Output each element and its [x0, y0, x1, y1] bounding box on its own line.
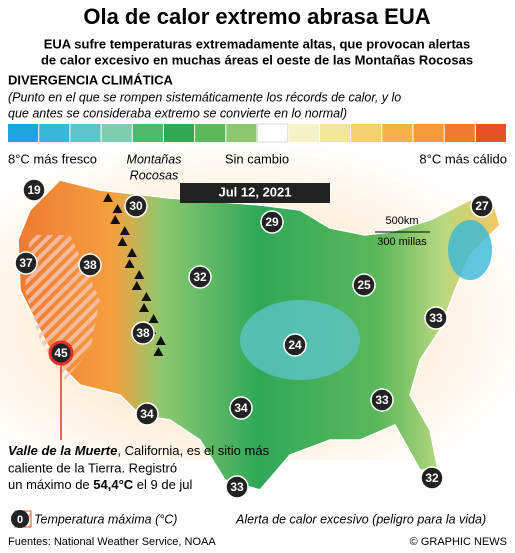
- legend-note: (Punto en el que se rompen sistemáticame…: [8, 90, 401, 104]
- scale-swatch: [8, 124, 39, 142]
- scale-swatch: [475, 124, 506, 142]
- temp-circle: [14, 251, 38, 275]
- scale-swatch: [382, 124, 413, 142]
- scale-swatch: [39, 124, 70, 142]
- temp-circle: [124, 194, 148, 218]
- cool-area: [448, 220, 492, 280]
- temp-circle: [260, 210, 284, 234]
- temp-label: 37: [19, 256, 33, 270]
- temp-label: 33: [429, 311, 443, 325]
- texts: Ola de calor extremo abrasa EUA EUA sufr…: [8, 4, 507, 548]
- temp-circle: [225, 475, 249, 499]
- temp-label: 29: [265, 215, 279, 229]
- mountain: [110, 215, 121, 224]
- scale-label: Sin cambio: [225, 151, 289, 166]
- subtitle: de calor excesivo en muchas áreas el oes…: [41, 52, 473, 67]
- temp-circle: [424, 306, 448, 330]
- callout-text: caliente de la Tierra. Registró: [8, 460, 177, 475]
- sources: Fuentes: National Weather Service, NOAA: [8, 536, 216, 548]
- scale-km: 500km: [385, 215, 418, 227]
- mountain: [139, 303, 149, 312]
- scale-label: 8°C más cálido: [419, 151, 507, 166]
- temp-label: 38: [83, 258, 97, 272]
- temp-label: 24: [288, 338, 302, 352]
- title: Ola de calor extremo abrasa EUA: [83, 4, 430, 29]
- temp-label: 27: [475, 199, 489, 213]
- callout: Valle de la Muerte, California, es el si…: [8, 443, 270, 458]
- temp-circle: [420, 466, 444, 490]
- temp-label: 33: [230, 480, 244, 494]
- temp-circle: [22, 178, 46, 202]
- scale-swatch: [444, 124, 475, 142]
- scale-miles: 300 millas: [377, 236, 427, 248]
- temp-circle: [135, 402, 159, 426]
- mountain: [148, 314, 159, 323]
- callout-value: 54,4°C: [93, 477, 134, 492]
- temp-label: 32: [425, 471, 439, 485]
- mountains-label: Rocosas: [130, 168, 179, 182]
- temp-circle: [283, 333, 307, 357]
- temp-circle: [131, 321, 155, 345]
- key-alert: Alerta de calor excesivo (peligro para l…: [235, 512, 486, 526]
- mountain: [155, 336, 166, 345]
- mountain: [134, 270, 145, 279]
- temp-circle: [11, 510, 29, 528]
- key-temperature: Temperatura máxima (°C): [34, 512, 177, 526]
- scale-swatch: [101, 124, 132, 142]
- scale-swatch: [413, 124, 444, 142]
- temp-circle: [352, 273, 376, 297]
- date: Jul 12, 2021: [219, 184, 292, 199]
- scale-swatch: [319, 124, 351, 142]
- temp-circle: [78, 253, 102, 277]
- temp-label: 45: [54, 346, 68, 360]
- scale-swatch: [195, 124, 226, 142]
- scale-swatch: [163, 124, 195, 142]
- temp-label: 19: [27, 183, 41, 197]
- temp-label: 33: [375, 393, 389, 407]
- mountain: [153, 347, 164, 356]
- scale-swatch: [257, 123, 289, 143]
- callout-place: Valle de la Muerte: [8, 443, 117, 458]
- scale-swatch: [226, 124, 257, 142]
- scale-swatch: [132, 124, 163, 142]
- mountain: [112, 204, 123, 213]
- temp-circle: [188, 265, 212, 289]
- temp-label: 34: [140, 407, 154, 421]
- temp-circle: [370, 388, 394, 412]
- mountain: [119, 226, 130, 235]
- temp-label: 30: [129, 199, 143, 213]
- temp-circle: [229, 396, 253, 420]
- scale-swatch: [288, 124, 319, 142]
- subtitle: EUA sufre temperaturas extremadamente al…: [44, 36, 471, 51]
- mountain: [117, 237, 128, 246]
- mountain: [141, 292, 152, 301]
- mountain: [131, 281, 142, 290]
- mountain: [127, 248, 137, 257]
- temp-circle: [470, 194, 494, 218]
- temp-label: 25: [357, 278, 371, 292]
- callout-text: el 9 de jul: [133, 477, 192, 492]
- scale-swatch: [351, 124, 382, 142]
- key-example: 0: [17, 514, 23, 526]
- date-box: [180, 183, 330, 203]
- temp-label: 34: [234, 401, 248, 415]
- temp-label: 32: [193, 270, 207, 284]
- temp-label: 38: [136, 326, 150, 340]
- credit: © GRAPHIC NEWS: [410, 536, 507, 548]
- legend-heading: DIVERGENCIA CLIMÁTICA: [8, 72, 174, 87]
- scale-swatch: [70, 124, 101, 142]
- scale-label: 8°C más fresco: [8, 151, 97, 166]
- mountain: [103, 193, 113, 202]
- mountains-label: Montañas: [127, 152, 182, 166]
- legend-note: que antes se consideraba extremo se conv…: [8, 106, 347, 120]
- callout: un máximo de 54,4°C el 9 de jul: [8, 477, 193, 492]
- callout-text: un máximo de: [8, 477, 93, 492]
- mountain: [124, 259, 135, 268]
- callout-text: , California, es el sitio más: [117, 443, 269, 458]
